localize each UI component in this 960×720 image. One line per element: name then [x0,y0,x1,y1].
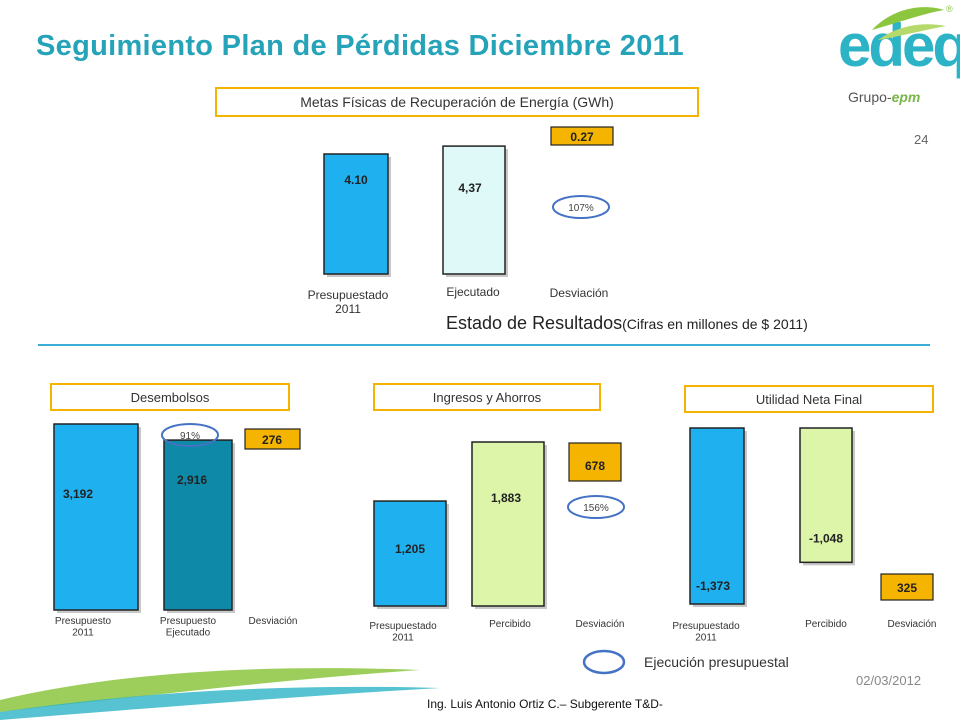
bar-desembolsos-desviacion [244,428,301,450]
category-label-utilidad-presupuestado: 2011 [695,633,717,644]
chart-title-utilidad: Utilidad Neta Final [684,385,934,413]
decorative-swoosh-icon [0,686,440,720]
estado-main: Estado de Resultados [446,313,623,333]
value-label-desembolsos-presupuesto: 3,192 [63,487,93,501]
bar-utilidad-desviacion [880,573,934,601]
category-label-utilidad-desviacion: Desviación [888,619,937,630]
value-label-desembolsos-desviacion: 276 [262,433,282,447]
execution-ellipse-metas [552,195,610,219]
category-label-utilidad-percibido: Percibido [805,619,847,630]
value-label-utilidad-presupuestado: -1,373 [696,579,730,593]
value-label-metas-ejecutado: 4,37 [458,181,482,195]
bar-ingresos-desviacion [568,442,622,482]
execution-ellipse-ingresos [567,495,625,519]
value-label-metas-desviacion: 0.27 [570,130,594,144]
value-label-ingresos-percibido: 1,883 [491,491,521,505]
grupo-epm-logo: Grupo-epm [848,89,920,105]
logo-leaf-icon [872,7,944,30]
category-label-ingresos-presupuestado: 2011 [392,633,414,644]
execution-pct-metas: 107% [568,203,594,214]
value-label-ingresos-presupuestado: 1,205 [395,542,425,556]
category-label-desembolsos-presupuesto: Presupuesto [55,616,112,627]
category-label-metas-desviacion: Desviación [550,286,609,300]
value-label-metas-presupuestado: 4.10 [344,173,368,187]
section-divider [38,344,930,346]
chart-title-ingresos: Ingresos y Ahorros [373,383,601,411]
legend-ellipse-icon [582,649,626,675]
bar-utilidad-presupuestado [689,427,745,605]
date-label: 02/03/2012 [856,673,922,688]
bar-ingresos-percibido [471,441,545,607]
bar-ingresos-presupuestado [373,500,447,607]
category-label-metas-ejecutado: Ejecutado [446,285,500,299]
bar-desembolsos-presupuesto [53,423,139,611]
chart-title-metas: Metas Físicas de Recuperación de Energía… [215,87,699,117]
bar-desembolsos-ejecutado [163,439,233,611]
chart-title-desembolsos: Desembolsos [50,383,290,411]
category-label-ingresos-desviacion: Desviación [576,619,625,630]
logo-leaf-icon [878,24,946,40]
decorative-swoosh-icon [0,668,420,712]
category-label-metas-presupuestado: 2011 [335,302,361,316]
category-label-desembolsos-presupuesto: 2011 [72,628,94,639]
bar-metas-desviacion [550,126,614,146]
category-label-ingresos-presupuestado: Presupuestado [369,621,437,632]
execution-pct-ingresos: 156% [583,503,609,514]
category-label-metas-presupuestado: Presupuestado [308,288,389,302]
execution-pct-desembolsos: 91% [180,431,200,442]
estado-resultados-title: Estado de Resultados(Cifras en millones … [446,313,808,334]
category-label-desembolsos-ejecutado: Presupuesto [160,616,217,627]
page-title: Seguimiento Plan de Pérdidas Diciembre 2… [36,30,684,62]
category-label-ingresos-percibido: Percibido [489,619,531,630]
value-label-utilidad-desviacion: 325 [897,581,917,595]
category-label-desembolsos-ejecutado: Ejecutado [166,628,211,639]
value-label-desembolsos-ejecutado: 2,916 [177,473,207,487]
epm-label: epm [891,89,921,105]
registered-mark: ® [946,4,953,14]
value-label-utilidad-percibido: -1,048 [809,531,843,545]
author-footer: Ing. Luis Antonio Ortiz C.– Subgerente T… [427,697,663,711]
legend-note: Ejecución presupuestal [644,654,789,670]
category-label-desembolsos-desviacion: Desviación [249,616,298,627]
bar-metas-ejecutado [442,145,506,275]
bar-utilidad-percibido [799,427,853,564]
grupo-label: Grupo- [848,89,892,105]
bar-metas-presupuestado [323,153,389,275]
estado-subtitle: (Cifras en millones de $ 2011) [622,316,808,332]
page-number: 24 [914,132,929,147]
execution-ellipse-desembolsos [161,423,219,447]
category-label-utilidad-presupuestado: Presupuestado [672,621,740,632]
value-label-ingresos-desviacion: 678 [585,459,605,473]
